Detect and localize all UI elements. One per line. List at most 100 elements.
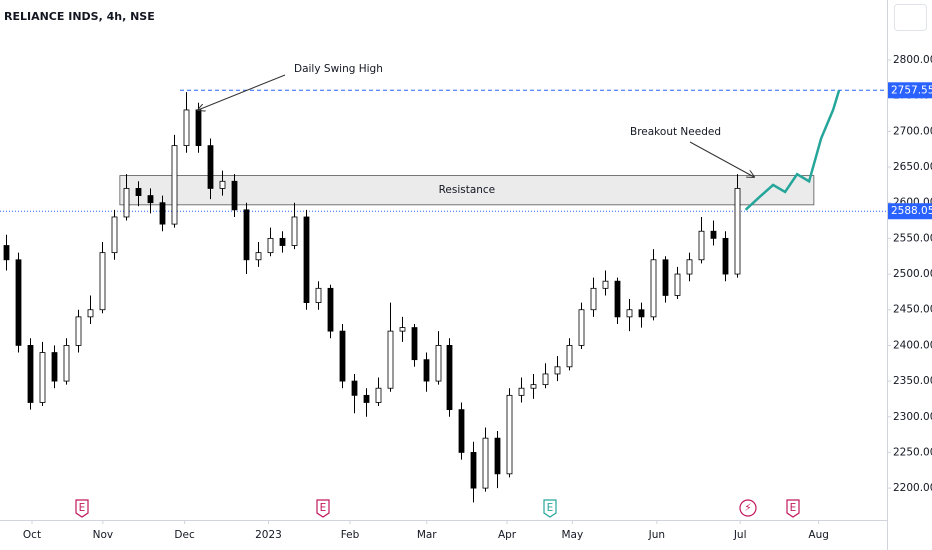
candle-body — [279, 237, 286, 246]
zone-label: Resistance — [439, 184, 496, 196]
y-tick-label: 2550.00 — [893, 232, 932, 244]
annotation-arrow — [689, 141, 754, 177]
candle-body — [399, 327, 406, 332]
candle-body — [267, 237, 274, 254]
candle-body — [387, 330, 394, 389]
candle-body — [554, 366, 561, 375]
candle-body — [482, 437, 489, 489]
candle-body — [147, 195, 154, 204]
y-tick-label: 2400.00 — [893, 339, 932, 351]
y-tick-label: 2300.00 — [893, 411, 932, 423]
candle-body — [99, 252, 106, 311]
annotation: Daily Swing High — [294, 63, 383, 75]
candle-body — [722, 237, 729, 275]
y-tick-label: 2350.00 — [893, 375, 932, 387]
x-tick-label: May — [561, 529, 583, 541]
candle-body — [578, 309, 585, 346]
candle-body — [219, 180, 226, 189]
price-label: 2588.05 — [891, 205, 932, 217]
event-label: ⚡ — [744, 502, 751, 514]
candle-body — [686, 259, 693, 275]
candle-body — [446, 345, 453, 411]
candle-body — [506, 394, 513, 475]
candle-body — [135, 188, 142, 196]
candle-body — [674, 273, 681, 296]
candle-body — [351, 380, 358, 396]
y-tick-label: 2250.00 — [893, 446, 932, 458]
candle-body — [27, 345, 34, 403]
x-tick-label: Nov — [93, 529, 114, 541]
x-tick-label: 2023 — [255, 529, 282, 541]
event-label: E — [790, 502, 797, 514]
chart-title: RELIANCE INDS, 4h, NSE — [4, 10, 155, 23]
event-icon[interactable] — [739, 499, 757, 517]
candle-body — [183, 109, 190, 147]
candle-body — [291, 216, 298, 246]
event-icon[interactable] — [316, 499, 330, 518]
candle-body — [566, 345, 573, 368]
candle-body — [315, 287, 322, 303]
candle-body — [518, 387, 525, 396]
x-tick-label: Jun — [648, 529, 665, 541]
candle-body — [63, 345, 70, 382]
candle-body — [423, 359, 430, 382]
candle-body — [650, 259, 657, 318]
x-tick-label: Apr — [498, 529, 517, 541]
projection-line — [744, 89, 841, 211]
candle-body — [87, 309, 94, 318]
event-icon[interactable] — [543, 499, 557, 518]
candle-body — [123, 188, 130, 218]
candle-body — [542, 373, 549, 386]
event-icon[interactable] — [786, 499, 800, 518]
candle-body — [159, 202, 166, 225]
candle-body — [75, 316, 82, 346]
candle-body — [207, 145, 214, 189]
x-tick-label: Feb — [341, 529, 360, 541]
event-label: E — [79, 502, 86, 514]
candle-body — [375, 387, 382, 403]
price-label-box — [888, 203, 932, 220]
x-tick-label: Jul — [733, 529, 747, 541]
candle-body — [614, 280, 621, 318]
x-tick-label: Oct — [23, 529, 41, 541]
candle-body — [303, 216, 310, 303]
x-tick-label: Aug — [808, 529, 829, 541]
y-tick-label: 2200.00 — [893, 482, 932, 494]
x-tick-label: Dec — [174, 529, 195, 541]
candle-body — [435, 345, 442, 382]
y-tick-label: 2450.00 — [893, 304, 932, 316]
candle-body — [339, 330, 346, 382]
candle-body — [638, 309, 645, 318]
candle-body — [626, 309, 633, 318]
y-tick-label: 2800.00 — [893, 54, 932, 66]
annotation: Breakout Needed — [630, 126, 721, 138]
candle-body — [470, 452, 477, 489]
candle-body — [3, 245, 10, 261]
candle-body — [231, 180, 238, 211]
y-tick-label: 2700.00 — [893, 125, 932, 137]
candle-body — [243, 209, 250, 261]
candle-body — [602, 280, 609, 289]
candle-body — [411, 327, 418, 361]
candle-body — [51, 352, 58, 382]
event-label: E — [320, 502, 327, 514]
y-tick-label: 2650.00 — [893, 161, 932, 173]
y-tick-label: 2500.00 — [893, 268, 932, 280]
price-label-box — [888, 82, 932, 99]
event-icon[interactable] — [75, 499, 89, 518]
candle-body — [662, 259, 669, 296]
price-label: 2757.55 — [891, 84, 932, 96]
candle-body — [15, 259, 22, 346]
candle-body — [111, 216, 118, 254]
candle-body — [458, 409, 465, 453]
settings-button[interactable] — [894, 4, 927, 31]
candle-body — [171, 145, 178, 225]
candle-body — [530, 384, 537, 389]
event-label: E — [547, 502, 554, 514]
candle-body — [255, 252, 262, 261]
annotation-arrow — [198, 74, 286, 110]
candle-body — [590, 287, 597, 311]
candle-body — [698, 230, 705, 261]
x-tick-label: Mar — [417, 529, 437, 541]
